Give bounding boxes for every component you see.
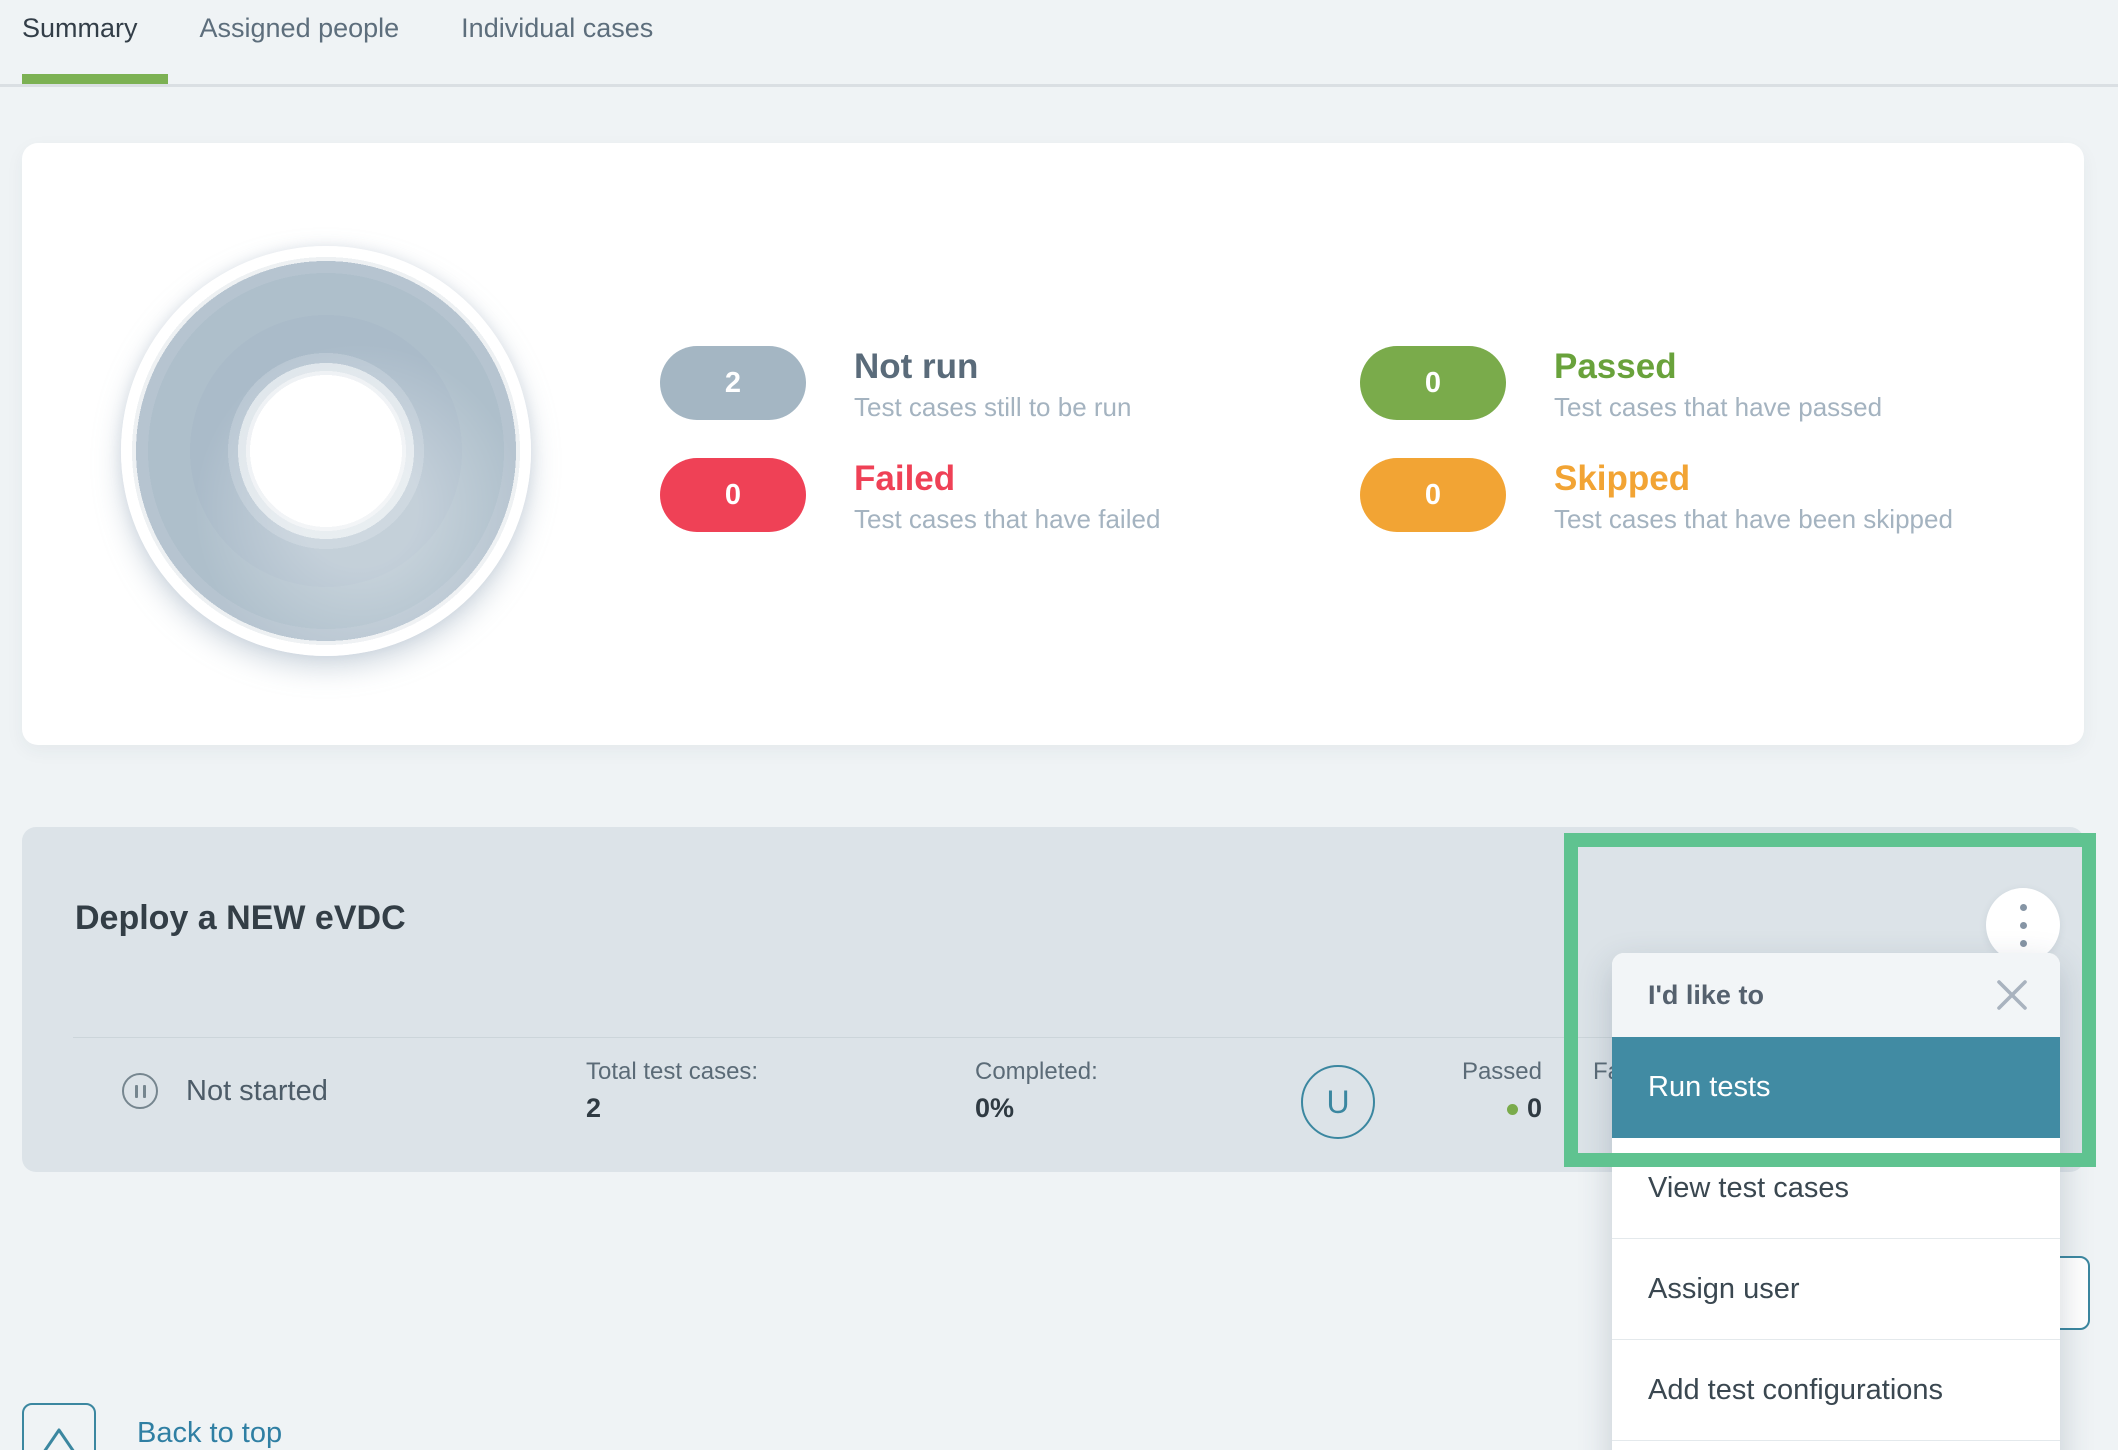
results-donut-chart — [121, 246, 531, 656]
failed-count-badge: 0 — [660, 458, 806, 532]
run-status: Not started — [122, 1073, 328, 1109]
passed-dot-icon — [1506, 1104, 1518, 1115]
passed-column-value: 0 — [1397, 1093, 1542, 1124]
stat-skipped: 0 Skipped Test cases that have been skip… — [1360, 458, 1953, 538]
completed-label: Completed: — [975, 1058, 1098, 1085]
not-run-title: Not run — [854, 347, 979, 386]
passed-title: Passed — [1554, 347, 1677, 386]
tab-summary[interactable]: Summary — [22, 13, 138, 43]
run-status-label: Not started — [186, 1074, 328, 1107]
not-run-description: Test cases still to be run — [854, 392, 1132, 422]
total-test-cases-value: 2 — [586, 1093, 602, 1123]
test-run-title: Deploy a NEW eVDC — [75, 899, 406, 937]
menu-item-run-tests[interactable]: Run tests — [1612, 1037, 2060, 1138]
skipped-description: Test cases that have been skipped — [1554, 504, 1953, 534]
tab-assigned-people[interactable]: Assigned people — [199, 13, 400, 43]
total-test-cases-label: Total test cases: — [586, 1058, 759, 1085]
close-icon[interactable] — [1994, 977, 2030, 1013]
back-to-top-button[interactable] — [22, 1403, 96, 1450]
panel-divider — [73, 1037, 2045, 1038]
kebab-icon — [2019, 903, 2027, 911]
arrow-up-icon — [43, 1428, 75, 1450]
skipped-title: Skipped — [1554, 459, 1691, 498]
assignee-avatar[interactable]: U — [1301, 1065, 1375, 1139]
not-run-count-badge: 2 — [660, 346, 806, 420]
stat-passed: 0 Passed Test cases that have passed — [1360, 346, 1882, 426]
pause-icon — [122, 1073, 158, 1109]
summary-card: 2 Not run Test cases still to be run 0 F… — [22, 143, 2084, 745]
tab-individual-cases[interactable]: Individual cases — [461, 13, 654, 43]
tabs-divider — [0, 84, 2118, 87]
tab-bar: Summary Assigned people Individual cases — [22, 8, 653, 48]
active-tab-underline — [22, 74, 168, 84]
skipped-count-badge: 0 — [1360, 458, 1506, 532]
stat-not-run: 2 Not run Test cases still to be run — [660, 346, 1131, 426]
failed-title: Failed — [854, 459, 956, 498]
actions-dropdown: I'd like to Run tests View test cases As… — [1612, 953, 2060, 1450]
stat-failed: 0 Failed Test cases that have failed — [660, 458, 1160, 538]
menu-item-view-test-cases[interactable]: View test cases — [1612, 1138, 2060, 1239]
menu-item-assign-user[interactable]: Assign user — [1612, 1239, 2060, 1340]
failed-description: Test cases that have failed — [854, 504, 1161, 534]
dropdown-header-title: I'd like to — [1648, 979, 1764, 1010]
passed-column-label: Passed — [1461, 1058, 1542, 1085]
completed-value: 0% — [975, 1093, 1015, 1123]
back-to-top-link[interactable]: Back to top — [137, 1417, 283, 1449]
menu-item-add-test-configurations[interactable]: Add test configurations — [1612, 1340, 2060, 1441]
passed-description: Test cases that have passed — [1554, 392, 1883, 422]
more-options-button[interactable] — [1986, 888, 2060, 962]
dropdown-header: I'd like to — [1612, 953, 2060, 1037]
passed-count-badge: 0 — [1360, 346, 1506, 420]
